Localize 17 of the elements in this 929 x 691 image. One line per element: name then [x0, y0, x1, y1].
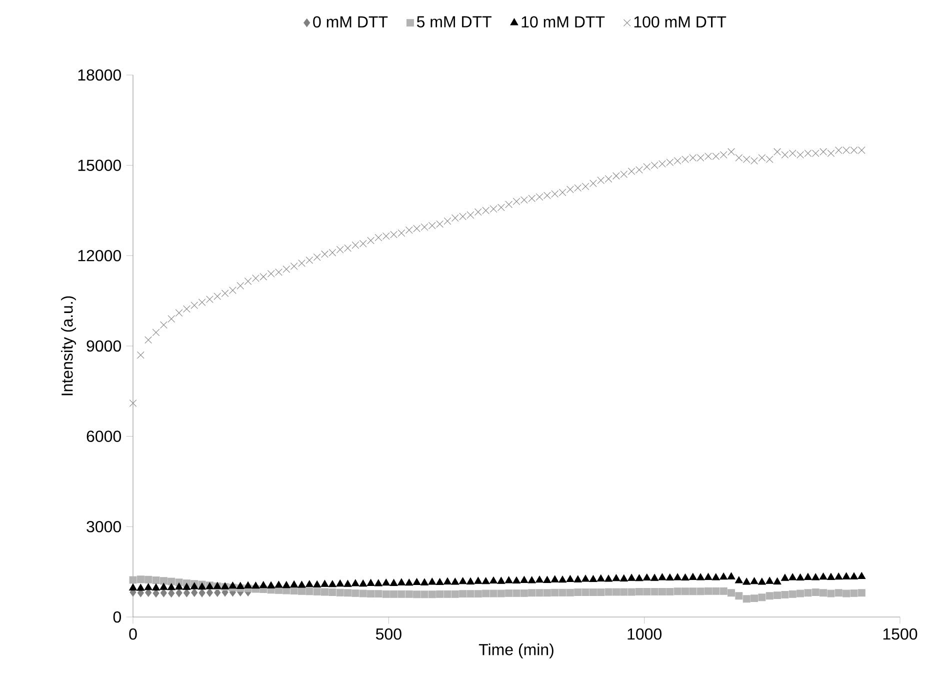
legend-label: 0 mM DTT	[313, 16, 388, 28]
x-axis-title: Time (min)	[478, 644, 554, 658]
y-tick-label: 18000	[78, 69, 121, 81]
y-tick-label: 3000	[86, 520, 121, 532]
y-axis-title: Intensity (a.u.)	[61, 296, 76, 396]
legend-label: 10 mM DTT	[522, 16, 605, 28]
x-tick-label: 1000	[628, 628, 662, 640]
y-tick-label: 0	[113, 611, 122, 623]
x-tick-label: 0	[129, 628, 137, 640]
y-tick-label: 9000	[86, 340, 121, 352]
legend-label: 5 mM DTT	[416, 16, 492, 28]
legend-label: 100 mM DTT	[634, 16, 726, 28]
x-tick-label: 1500	[883, 628, 918, 640]
y-tick-label: 15000	[78, 160, 121, 171]
y-tick-label: 12000	[78, 250, 121, 262]
y-tick-label: 6000	[86, 430, 121, 442]
x-tick-label: 500	[376, 628, 402, 640]
